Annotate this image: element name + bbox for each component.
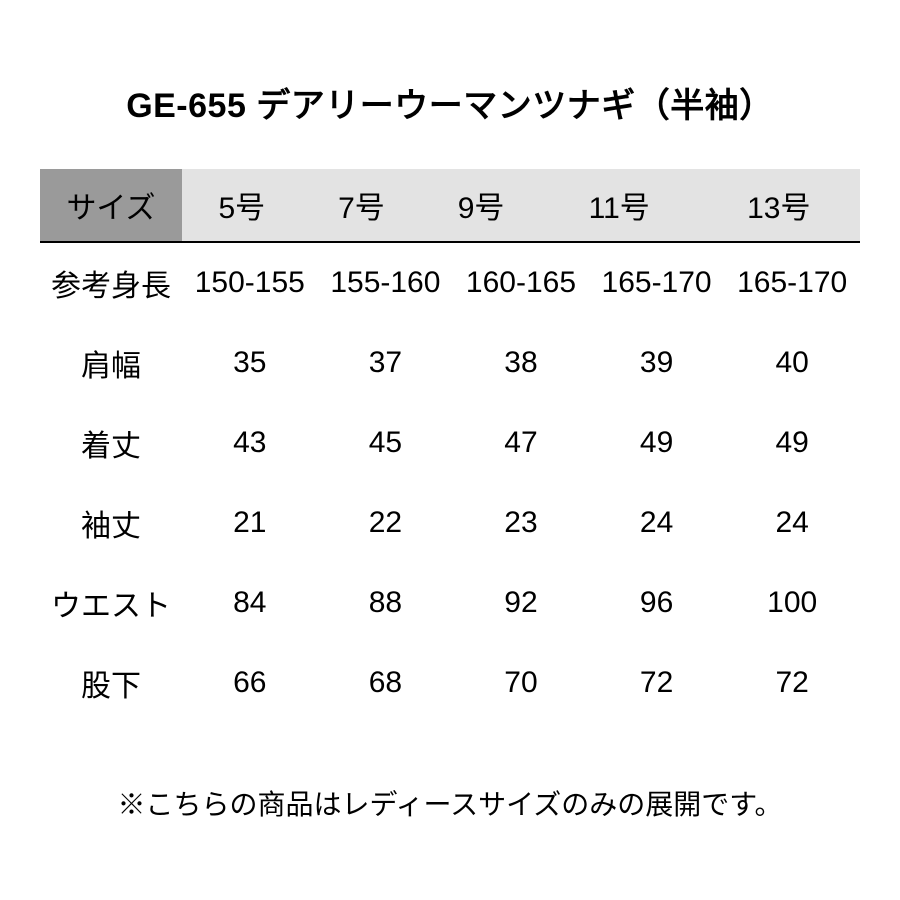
cell: 160-165 xyxy=(453,243,589,323)
row-label: 肩幅 xyxy=(40,323,182,403)
cell: 38 xyxy=(453,323,589,403)
cell: 49 xyxy=(724,403,860,483)
cell: 155-160 xyxy=(318,243,454,323)
cell: 70 xyxy=(453,643,589,723)
cell: 88 xyxy=(318,563,454,643)
table-row: 肩幅 35 37 38 39 40 xyxy=(40,323,860,403)
cell: 24 xyxy=(589,483,725,563)
cell: 23 xyxy=(453,483,589,563)
cell: 40 xyxy=(724,323,860,403)
cell: 92 xyxy=(453,563,589,643)
cell: 72 xyxy=(589,643,725,723)
size-table-body: 参考身長 150-155 155-160 160-165 165-170 165… xyxy=(40,243,860,723)
cell: 165-170 xyxy=(724,243,860,323)
size-table: サイズ 5号 7号 9号 11号 13号 xyxy=(40,169,860,241)
cell: 165-170 xyxy=(589,243,725,323)
col-header: 7号 xyxy=(302,169,422,241)
size-table-container: サイズ 5号 7号 9号 11号 13号 参考身長 150-155 155-16… xyxy=(40,169,860,723)
chart-title: GE-655 デアリーウーマンツナギ（半袖） xyxy=(126,78,774,127)
cell: 35 xyxy=(182,323,318,403)
table-row: 着丈 43 45 47 49 49 xyxy=(40,403,860,483)
cell: 22 xyxy=(318,483,454,563)
cell: 45 xyxy=(318,403,454,483)
row-label: 着丈 xyxy=(40,403,182,483)
table-row: 袖丈 21 22 23 24 24 xyxy=(40,483,860,563)
cell: 21 xyxy=(182,483,318,563)
cell: 96 xyxy=(589,563,725,643)
cell: 49 xyxy=(589,403,725,483)
col-header: 5号 xyxy=(182,169,302,241)
header-row: サイズ 5号 7号 9号 11号 13号 xyxy=(40,169,860,241)
size-header-cell: サイズ xyxy=(40,169,182,241)
col-header: 13号 xyxy=(698,169,860,241)
cell: 43 xyxy=(182,403,318,483)
col-header: 9号 xyxy=(421,169,541,241)
table-row: 参考身長 150-155 155-160 160-165 165-170 165… xyxy=(40,243,860,323)
cell: 39 xyxy=(589,323,725,403)
row-label: 股下 xyxy=(40,643,182,723)
row-label: ウエスト xyxy=(40,563,182,643)
cell: 72 xyxy=(724,643,860,723)
table-row: 股下 66 68 70 72 72 xyxy=(40,643,860,723)
footer-note: ※こちらの商品はレディースサイズのみの展開です。 xyxy=(117,783,782,823)
cell: 37 xyxy=(318,323,454,403)
cell: 100 xyxy=(724,563,860,643)
col-header: 11号 xyxy=(541,169,698,241)
cell: 47 xyxy=(453,403,589,483)
cell: 150-155 xyxy=(182,243,318,323)
row-label: 参考身長 xyxy=(40,243,182,323)
cell: 24 xyxy=(724,483,860,563)
cell: 66 xyxy=(182,643,318,723)
cell: 84 xyxy=(182,563,318,643)
table-row: ウエスト 84 88 92 96 100 xyxy=(40,563,860,643)
cell: 68 xyxy=(318,643,454,723)
row-label: 袖丈 xyxy=(40,483,182,563)
